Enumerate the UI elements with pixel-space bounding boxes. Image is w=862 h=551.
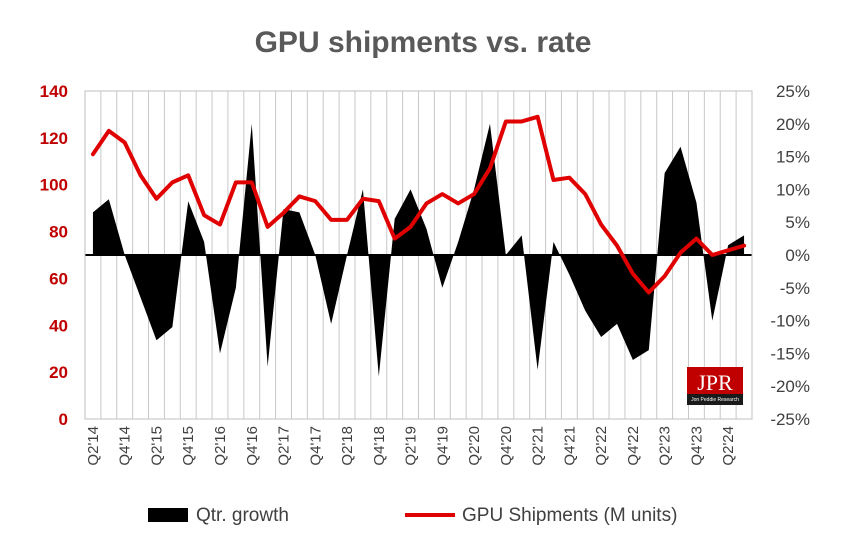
y-left-tick-label: 100 xyxy=(40,176,68,195)
y-right-tick-label: -25% xyxy=(770,410,810,429)
y-right-tick-label: 10% xyxy=(776,180,810,199)
legend-swatch-qtr-growth xyxy=(148,508,188,522)
x-tick-label: Q4'17 xyxy=(307,426,324,466)
x-tick-label: Q2'19 xyxy=(403,426,420,466)
x-tick-label: Q4'22 xyxy=(625,426,642,466)
x-tick-label: Q2'17 xyxy=(276,426,293,466)
x-tick-label: Q2'21 xyxy=(530,426,547,466)
y-left-tick-label: 120 xyxy=(40,129,68,148)
x-tick-label: Q2'15 xyxy=(148,426,165,466)
y-axis-right: -25% -20% -15% -10% -5% 0% 5% 10% 15% 20% 25% xyxy=(770,82,810,429)
x-tick-label: Q4'14 xyxy=(117,426,134,466)
y-right-tick-label: 25% xyxy=(776,82,810,101)
x-tick-label: Q2'20 xyxy=(466,426,483,466)
x-tick-label: Q4'21 xyxy=(561,426,578,466)
x-tick-label: Q2'18 xyxy=(339,426,356,466)
x-axis: Q2'14 Q4'14 Q2'15 Q4'15 Q2'16 Q4'16 Q2'17 Q4'17… xyxy=(85,426,737,466)
qtr-growth-area xyxy=(92,123,745,377)
legend: Qtr. growth GPU Shipments (M units) xyxy=(148,505,677,526)
y-left-tick-label: 40 xyxy=(49,316,68,335)
y-right-tick-label: 15% xyxy=(776,148,810,167)
logo-band xyxy=(687,394,743,405)
y-right-tick-label: -5% xyxy=(780,279,810,298)
y-right-tick-label: -10% xyxy=(770,312,810,331)
gpu-shipments-series xyxy=(90,114,747,295)
jpr-logo: JPR Jon Peddie Research xyxy=(687,367,743,405)
y-right-tick-label: 0% xyxy=(785,246,810,265)
y-right-tick-label: 20% xyxy=(776,115,810,134)
legend-label-gpu-shipments: GPU Shipments (M units) xyxy=(462,505,677,526)
x-tick-label: Q2'14 xyxy=(85,426,102,466)
y-right-tick-label: -15% xyxy=(770,344,810,363)
logo-subtext: Jon Peddie Research xyxy=(691,397,739,403)
gpu-shipments-line xyxy=(90,114,747,295)
y-left-tick-label: 20 xyxy=(49,363,68,382)
logo-text: JPR xyxy=(697,370,733,395)
x-tick-label: Q4'20 xyxy=(498,426,515,466)
x-tick-label: Q2'22 xyxy=(593,426,610,466)
x-tick-label: Q4'19 xyxy=(434,426,451,466)
qtr-growth-series xyxy=(92,123,745,377)
x-tick-label: Q4'16 xyxy=(244,426,261,466)
y-left-tick-label: 0 xyxy=(59,410,68,429)
x-tick-label: Q2'16 xyxy=(212,426,229,466)
chart-title: GPU shipments vs. rate xyxy=(255,26,592,59)
y-left-tick-label: 60 xyxy=(49,269,68,288)
legend-label-qtr-growth: Qtr. growth xyxy=(196,505,289,526)
x-tick-label: Q2'23 xyxy=(657,426,674,466)
x-tick-label: Q2'24 xyxy=(720,426,737,466)
x-tick-label: Q4'18 xyxy=(371,426,388,466)
x-tick-label: Q4'23 xyxy=(688,426,705,466)
y-left-tick-label: 80 xyxy=(49,223,68,242)
y-left-tick-label: 140 xyxy=(40,82,68,101)
y-axis-left: 0 20 40 60 80 100 120 140 xyxy=(40,82,68,429)
plot-border xyxy=(84,90,753,420)
y-right-tick-label: -20% xyxy=(770,377,810,396)
x-tick-label: Q4'15 xyxy=(180,426,197,466)
y-right-tick-label: 5% xyxy=(785,213,810,232)
